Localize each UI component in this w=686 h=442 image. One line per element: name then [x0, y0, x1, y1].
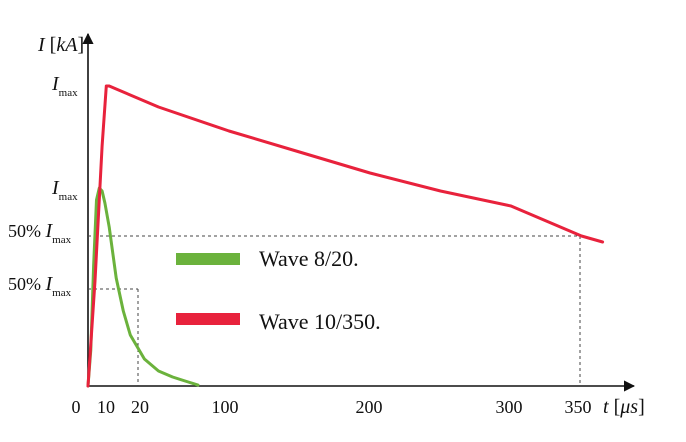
x-tick-label: 0 — [72, 397, 81, 417]
x-axis-label: t [μs] — [603, 396, 645, 418]
x-tick-label: 350 — [565, 397, 592, 417]
legend: Wave 8/20. Wave 10/350. — [176, 246, 381, 334]
legend-swatch-wave-10-350 — [176, 313, 240, 325]
x-tick-label: 10 — [97, 397, 115, 417]
series-line-wave-8-20 — [86, 186, 200, 388]
x-tick-label: 20 — [131, 397, 149, 417]
reference-lines — [88, 235, 581, 386]
y-tick-label: 50% Imax — [8, 273, 72, 299]
legend-label-wave-10-350: Wave 10/350. — [259, 309, 381, 334]
legend-label-wave-8-20: Wave 8/20. — [259, 246, 359, 271]
x-tick-label: 300 — [496, 397, 523, 417]
y-tick-label: 50% Imax — [8, 220, 72, 246]
series-line-wave-10-350 — [86, 84, 605, 388]
legend-swatch-wave-8-20 — [176, 253, 240, 265]
x-tick-label: 100 — [212, 397, 239, 417]
y-axis-label: I [kA] — [37, 34, 84, 56]
y-tick-label: Imax — [51, 177, 78, 203]
y-tick-label: Imax — [51, 73, 78, 99]
x-tick-label: 200 — [356, 397, 383, 417]
